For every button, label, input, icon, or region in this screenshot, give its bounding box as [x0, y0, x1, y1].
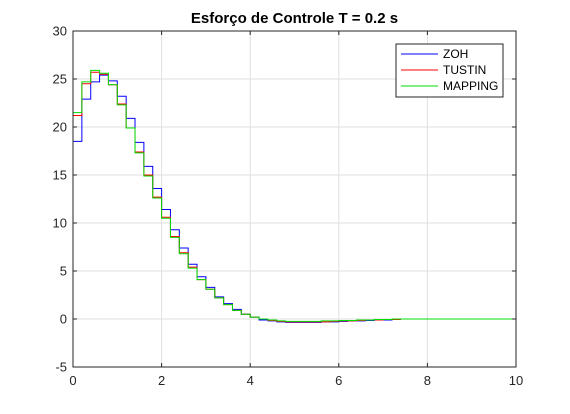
legend-label: TUSTIN: [443, 63, 486, 77]
y-tick-label: 5: [60, 264, 67, 279]
y-tick-label: 15: [53, 168, 67, 183]
axes-box: [72, 30, 517, 368]
legend-label: ZOH: [443, 47, 468, 61]
y-tick-label: 0: [60, 312, 67, 327]
chart-title: Esforço de Controle T = 0.2 s: [191, 10, 398, 27]
y-tick-label: -5: [55, 360, 67, 375]
legend: ZOH TUSTIN MAPPING: [395, 43, 504, 98]
legend-label: MAPPING: [443, 79, 498, 93]
series-line-zoh: [73, 74, 401, 323]
x-tick-label: 2: [158, 373, 165, 388]
y-tick-label: 30: [53, 24, 67, 39]
x-tick-label: 6: [335, 373, 342, 388]
y-tick-label: 20: [53, 120, 67, 135]
x-tick-label: 8: [424, 373, 431, 388]
series-line-tustin: [73, 71, 401, 323]
series-line-mapping: [73, 69, 516, 322]
x-tick-label: 10: [509, 373, 523, 388]
y-tick-label: 10: [53, 216, 67, 231]
series-layer: [73, 69, 516, 323]
x-tick-label: 4: [247, 373, 254, 388]
x-tick-label: 0: [69, 373, 76, 388]
y-tick-label: 25: [53, 72, 67, 87]
